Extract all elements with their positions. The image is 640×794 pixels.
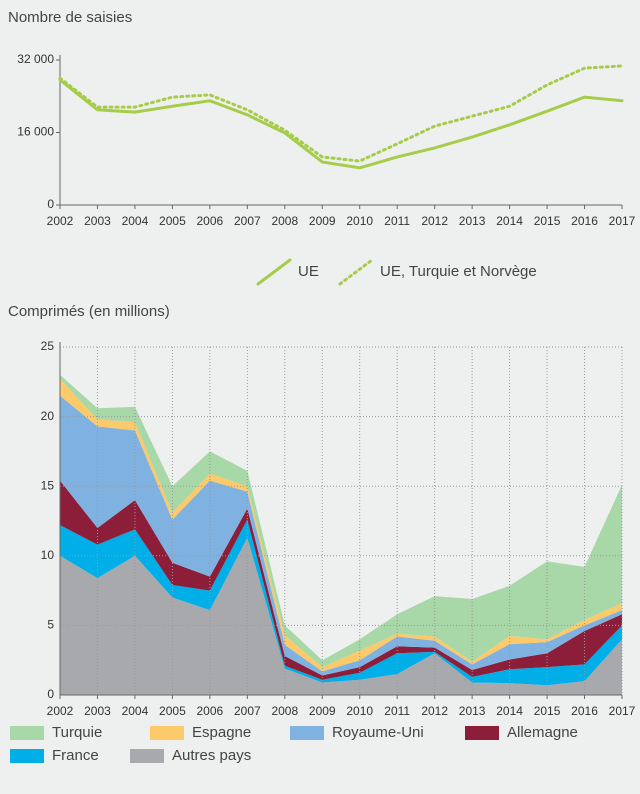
area	[60, 480, 622, 680]
x-tick-label: 2016	[571, 704, 598, 718]
x-tick-label: 2008	[271, 704, 298, 718]
x-tick-label: 2007	[234, 214, 261, 228]
x-tick-label: 2006	[197, 704, 224, 718]
x-tick-label: 2003	[84, 214, 111, 228]
x-tick-label: 2010	[346, 704, 373, 718]
legend-label: UE, Turquie et Norvège	[380, 263, 537, 280]
legend-label: UE	[298, 263, 319, 280]
x-tick-label: 2002	[47, 214, 74, 228]
y-tick-label: 0	[47, 197, 54, 211]
legend-swatch	[130, 749, 164, 763]
x-tick-label: 2014	[496, 704, 523, 718]
area	[60, 519, 622, 686]
line	[58, 64, 624, 163]
x-tick-label: 2006	[197, 214, 224, 228]
legend-swatch	[150, 726, 184, 740]
legend-label: France	[52, 747, 99, 764]
x-tick-label: 2008	[271, 214, 298, 228]
legend-symbol	[338, 258, 374, 286]
legend-label: Royaume-Uni	[332, 724, 424, 741]
x-tick-label: 2015	[534, 214, 561, 228]
x-tick-label: 2016	[571, 214, 598, 228]
x-tick-label: 2017	[609, 214, 636, 228]
y-tick-label: 32 000	[17, 52, 54, 66]
x-tick-label: 2013	[459, 214, 486, 228]
x-tick-label: 2009	[309, 704, 336, 718]
x-tick-label: 2005	[159, 704, 186, 718]
y-tick-label: 0	[47, 687, 54, 701]
x-tick-label: 2002	[47, 704, 74, 718]
legend-label: Espagne	[192, 724, 251, 741]
area	[60, 537, 622, 695]
y-tick-label: 25	[41, 339, 55, 353]
x-tick-label: 2012	[421, 214, 448, 228]
legend-label: Turquie	[52, 724, 102, 741]
y-tick-label: 20	[41, 409, 55, 423]
x-tick-label: 2013	[459, 704, 486, 718]
y-tick-label: 10	[41, 548, 55, 562]
legend-label: Allemagne	[507, 724, 578, 741]
y-tick-label: 5	[47, 618, 54, 632]
x-tick-label: 2014	[496, 214, 523, 228]
x-tick-label: 2017	[609, 704, 636, 718]
x-tick-label: 2003	[84, 704, 111, 718]
x-tick-label: 2012	[421, 704, 448, 718]
legend-symbol	[256, 258, 292, 286]
chart-title: Comprimés (en millions)	[8, 303, 170, 320]
y-tick-label: 15	[41, 478, 55, 492]
line	[58, 78, 624, 170]
x-tick-label: 2007	[234, 704, 261, 718]
x-tick-label: 2010	[346, 214, 373, 228]
area	[60, 395, 622, 676]
legend-swatch	[10, 749, 44, 763]
x-tick-label: 2005	[159, 214, 186, 228]
legend-swatch	[290, 726, 324, 740]
legend-swatch	[465, 726, 499, 740]
legend-swatch	[10, 726, 44, 740]
legend-label: Autres pays	[172, 747, 251, 764]
x-tick-label: 2004	[122, 704, 149, 718]
y-tick-label: 16 000	[17, 125, 54, 139]
x-tick-label: 2004	[122, 214, 149, 228]
chart-title: Nombre de saisies	[8, 9, 132, 26]
x-tick-label: 2011	[384, 214, 410, 228]
x-tick-label: 2011	[384, 704, 410, 718]
x-tick-label: 2015	[534, 704, 561, 718]
x-tick-label: 2009	[309, 214, 336, 228]
